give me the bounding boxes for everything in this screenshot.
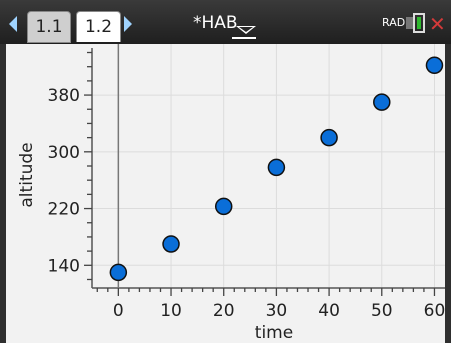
close-icon[interactable]: ✕ — [429, 12, 446, 36]
x-tick-label: 10 — [160, 301, 182, 321]
tab-page-1-1[interactable]: 1.1 — [27, 11, 71, 43]
y-tick-label: 220 — [48, 200, 80, 220]
battery-fill — [417, 17, 421, 29]
x-tick-label: 40 — [318, 301, 340, 321]
x-axis-label: time — [255, 323, 293, 343]
tab-page-1-2[interactable]: 1.2 — [76, 11, 121, 42]
angle-mode-indicator: RAD — [382, 16, 406, 29]
x-tick-label: 60 — [424, 301, 445, 321]
document-title[interactable]: *HAB — [193, 13, 238, 33]
y-axis-label: altitude — [17, 142, 37, 207]
battery-icon — [413, 13, 425, 33]
tick-marks — [84, 51, 436, 296]
chevron-down-icon[interactable] — [236, 26, 256, 34]
tick-labels: 140 220 300 380 0 10 20 30 40 50 60 — [48, 86, 445, 321]
window-frame-right — [445, 0, 451, 343]
axes — [91, 44, 445, 289]
data-point[interactable] — [425, 56, 444, 75]
x-tick-label: 20 — [213, 301, 235, 321]
data-points[interactable] — [109, 56, 444, 282]
y-tick-label: 380 — [48, 86, 80, 106]
data-point[interactable] — [373, 93, 391, 111]
chevron-underline — [232, 37, 256, 39]
scatter-plot[interactable]: 140 220 300 380 0 10 20 30 40 50 60 time altitude — [6, 44, 445, 343]
window-frame-left — [0, 0, 6, 343]
data-point[interactable] — [162, 235, 180, 253]
x-tick-label: 0 — [113, 301, 124, 321]
settings-icon — [406, 17, 414, 29]
data-point[interactable] — [320, 128, 338, 147]
x-tick-label: 50 — [371, 301, 393, 321]
y-tick-label: 300 — [48, 143, 80, 163]
data-point[interactable] — [109, 263, 128, 282]
data-point[interactable] — [214, 197, 233, 216]
y-tick-label: 140 — [48, 256, 80, 276]
data-point[interactable] — [267, 158, 286, 177]
previous-page-arrow-icon[interactable] — [9, 16, 17, 32]
next-page-arrow-icon[interactable] — [124, 16, 132, 32]
top-bar: 1.1 1.2 *HAB RAD ✕ — [0, 0, 451, 44]
x-tick-label: 30 — [266, 301, 288, 321]
